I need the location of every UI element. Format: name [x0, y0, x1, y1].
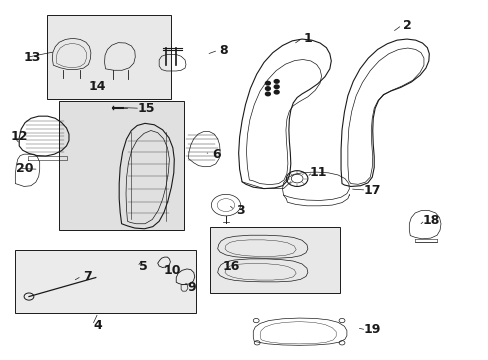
Text: 11: 11: [309, 166, 326, 179]
Text: 14: 14: [88, 80, 106, 93]
Text: 17: 17: [363, 184, 380, 197]
Text: 13: 13: [23, 51, 41, 64]
FancyBboxPatch shape: [47, 15, 171, 99]
Text: 16: 16: [222, 260, 239, 273]
Circle shape: [274, 90, 279, 94]
FancyBboxPatch shape: [210, 226, 339, 293]
Text: 12: 12: [10, 130, 28, 143]
Circle shape: [265, 92, 270, 96]
Text: 10: 10: [163, 264, 181, 277]
Text: 8: 8: [219, 44, 228, 57]
Circle shape: [274, 80, 279, 83]
FancyBboxPatch shape: [59, 101, 183, 230]
Text: 6: 6: [211, 148, 220, 161]
Text: 4: 4: [94, 319, 102, 332]
Text: 15: 15: [137, 102, 154, 115]
Text: 20: 20: [16, 162, 34, 175]
Text: 2: 2: [403, 19, 411, 32]
FancyBboxPatch shape: [15, 250, 195, 313]
Text: 7: 7: [83, 270, 92, 283]
Text: 19: 19: [363, 323, 380, 336]
Circle shape: [265, 87, 270, 90]
Text: 3: 3: [236, 204, 244, 217]
Text: 9: 9: [187, 281, 196, 294]
Text: 1: 1: [303, 32, 312, 45]
Circle shape: [265, 81, 270, 85]
Text: 5: 5: [139, 260, 147, 273]
Circle shape: [274, 85, 279, 89]
Text: 18: 18: [421, 214, 439, 227]
